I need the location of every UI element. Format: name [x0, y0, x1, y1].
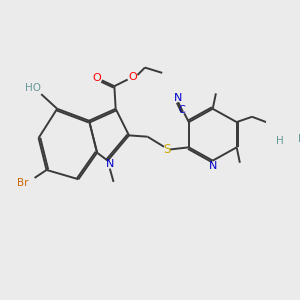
Text: C: C	[178, 105, 185, 115]
Text: O: O	[93, 73, 101, 83]
Text: H: H	[298, 134, 300, 144]
Text: N: N	[106, 159, 114, 169]
Text: N: N	[173, 93, 182, 103]
Text: Br: Br	[17, 178, 28, 188]
Text: N: N	[208, 161, 217, 172]
Text: H: H	[276, 136, 284, 146]
Text: O: O	[129, 72, 137, 82]
Text: S: S	[164, 143, 171, 157]
Text: HO: HO	[25, 82, 41, 92]
